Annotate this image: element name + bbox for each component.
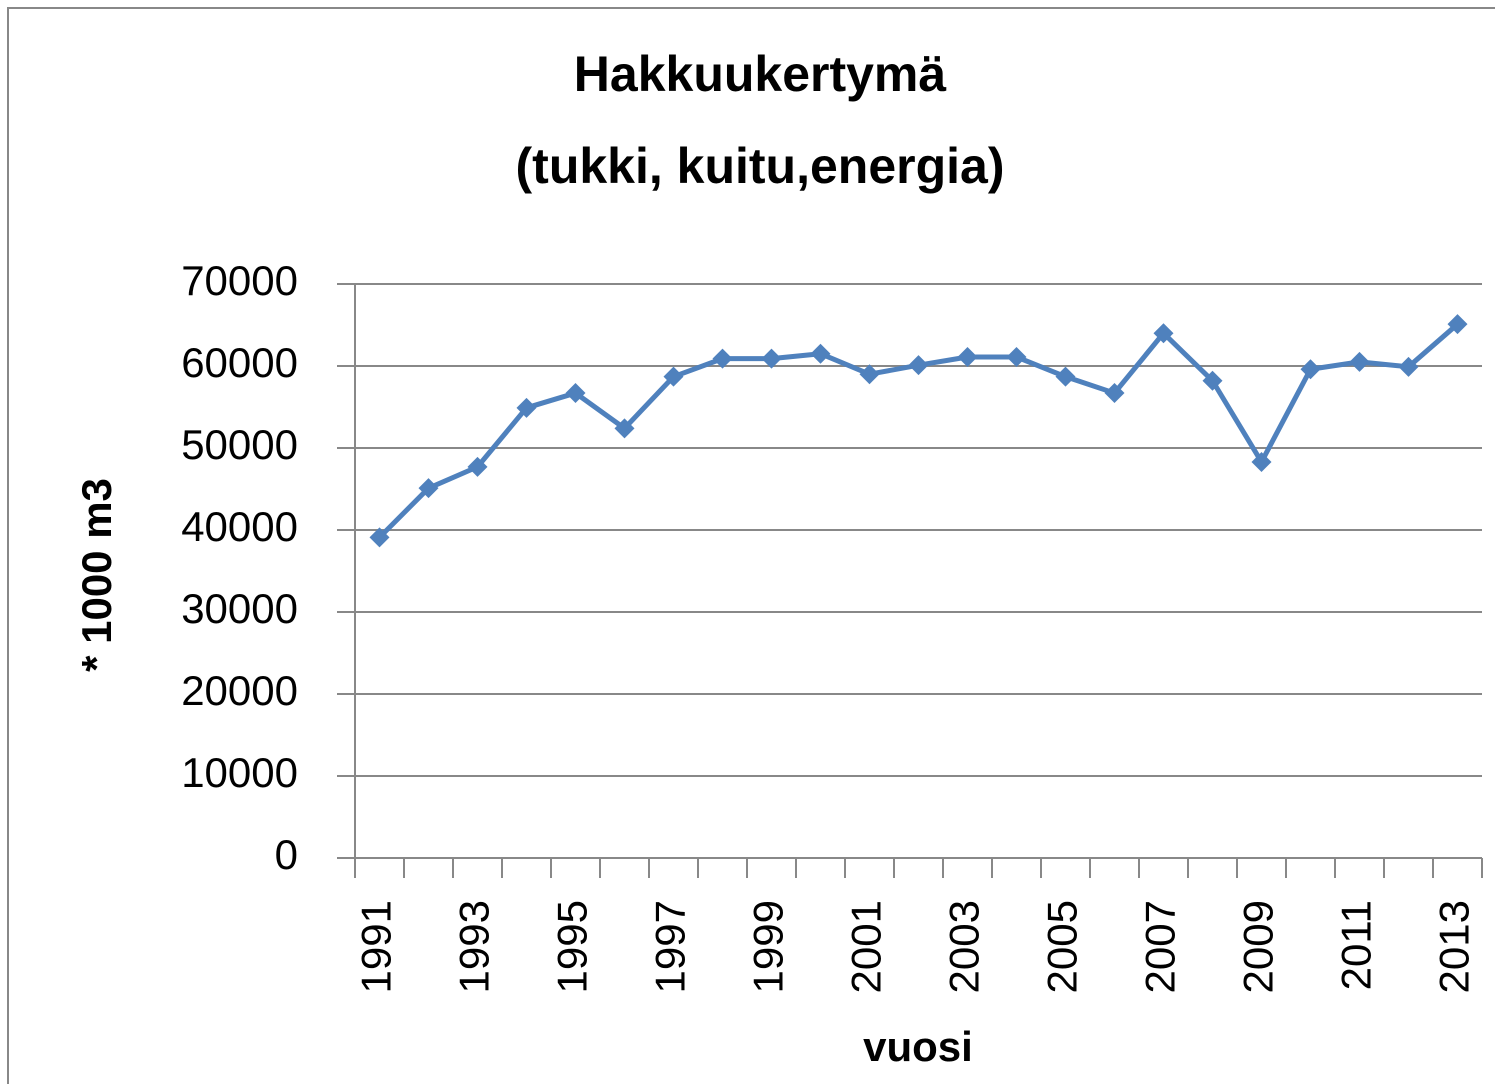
x-tick-label: 1991 (353, 900, 400, 993)
marker (1153, 323, 1174, 344)
x-axis-title: vuosi (863, 1023, 973, 1070)
x-tick-label: 2011 (1333, 900, 1380, 990)
x-tick-label: 2007 (1137, 900, 1184, 993)
marker (712, 348, 733, 369)
marker (369, 527, 390, 548)
x-tick-label: 2001 (843, 900, 890, 993)
y-tick-label: 30000 (181, 585, 298, 632)
marker (1202, 370, 1223, 391)
marker (663, 366, 684, 387)
x-tick-label: 1993 (451, 900, 498, 993)
x-tick-label: 2005 (1039, 900, 1086, 993)
y-tick-label: 0 (275, 831, 298, 878)
marker (1104, 383, 1125, 404)
marker (565, 383, 586, 404)
x-tick-label: 2013 (1431, 900, 1478, 993)
y-axis-title: * 1000 m3 (73, 478, 120, 672)
marker (418, 478, 439, 499)
marker (614, 418, 635, 439)
marker (516, 397, 537, 418)
marker (1398, 356, 1419, 377)
y-tick-label: 20000 (181, 667, 298, 714)
y-tick-label: 70000 (181, 257, 298, 304)
marker (1300, 359, 1321, 380)
chart-title: Hakkuukertymä (574, 46, 947, 102)
x-tick-label: 1997 (647, 900, 694, 993)
marker (761, 348, 782, 369)
marker (1349, 351, 1370, 372)
marker (1055, 366, 1076, 387)
x-tick-label: 1995 (549, 900, 596, 993)
marker (1251, 451, 1272, 472)
chart-title: (tukki, kuitu,energia) (516, 138, 1005, 194)
marker (810, 343, 831, 364)
marker (1006, 346, 1027, 367)
marker (467, 456, 488, 477)
y-tick-label: 50000 (181, 421, 298, 468)
y-tick-label: 40000 (181, 503, 298, 550)
marker (908, 355, 929, 376)
x-tick-label: 2003 (941, 900, 988, 993)
chart-border (7, 7, 1495, 1084)
y-tick-label: 10000 (181, 749, 298, 796)
marker (957, 346, 978, 367)
marker (1447, 314, 1468, 335)
marker (859, 364, 880, 385)
y-tick-label: 60000 (181, 339, 298, 386)
x-tick-label: 2009 (1235, 900, 1282, 993)
x-tick-label: 1999 (745, 900, 792, 993)
